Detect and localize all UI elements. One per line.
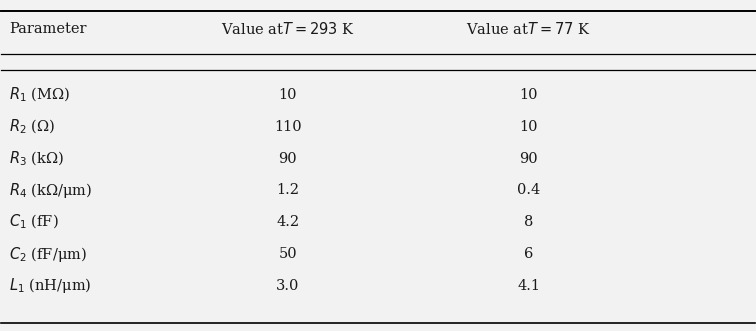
- Text: $C_1$ (fF): $C_1$ (fF): [9, 213, 59, 231]
- Text: 6: 6: [524, 247, 533, 261]
- Text: $R_4$ (kΩ/μm): $R_4$ (kΩ/μm): [9, 181, 92, 200]
- Text: 10: 10: [519, 88, 538, 102]
- Text: Value at$T = 77$ K: Value at$T = 77$ K: [466, 21, 591, 37]
- Text: Parameter: Parameter: [9, 22, 86, 36]
- Text: 90: 90: [519, 152, 538, 166]
- Text: Value at$T = 293$ K: Value at$T = 293$ K: [221, 21, 355, 37]
- Text: 3.0: 3.0: [276, 279, 299, 293]
- Text: $R_2$ (Ω): $R_2$ (Ω): [9, 118, 55, 136]
- Text: $R_1$ (MΩ): $R_1$ (MΩ): [9, 86, 70, 104]
- Text: 4.2: 4.2: [276, 215, 299, 229]
- Text: 10: 10: [278, 88, 297, 102]
- Text: 110: 110: [274, 120, 302, 134]
- Text: $R_3$ (kΩ): $R_3$ (kΩ): [9, 149, 64, 168]
- Text: $C_2$ (fF/μm): $C_2$ (fF/μm): [9, 245, 87, 263]
- Text: 90: 90: [278, 152, 297, 166]
- Text: 50: 50: [278, 247, 297, 261]
- Text: 0.4: 0.4: [517, 183, 541, 198]
- Text: 4.1: 4.1: [517, 279, 540, 293]
- Text: 8: 8: [524, 215, 533, 229]
- Text: 1.2: 1.2: [276, 183, 299, 198]
- Text: 10: 10: [519, 120, 538, 134]
- Text: $L_1$ (nH/μm): $L_1$ (nH/μm): [9, 276, 91, 296]
